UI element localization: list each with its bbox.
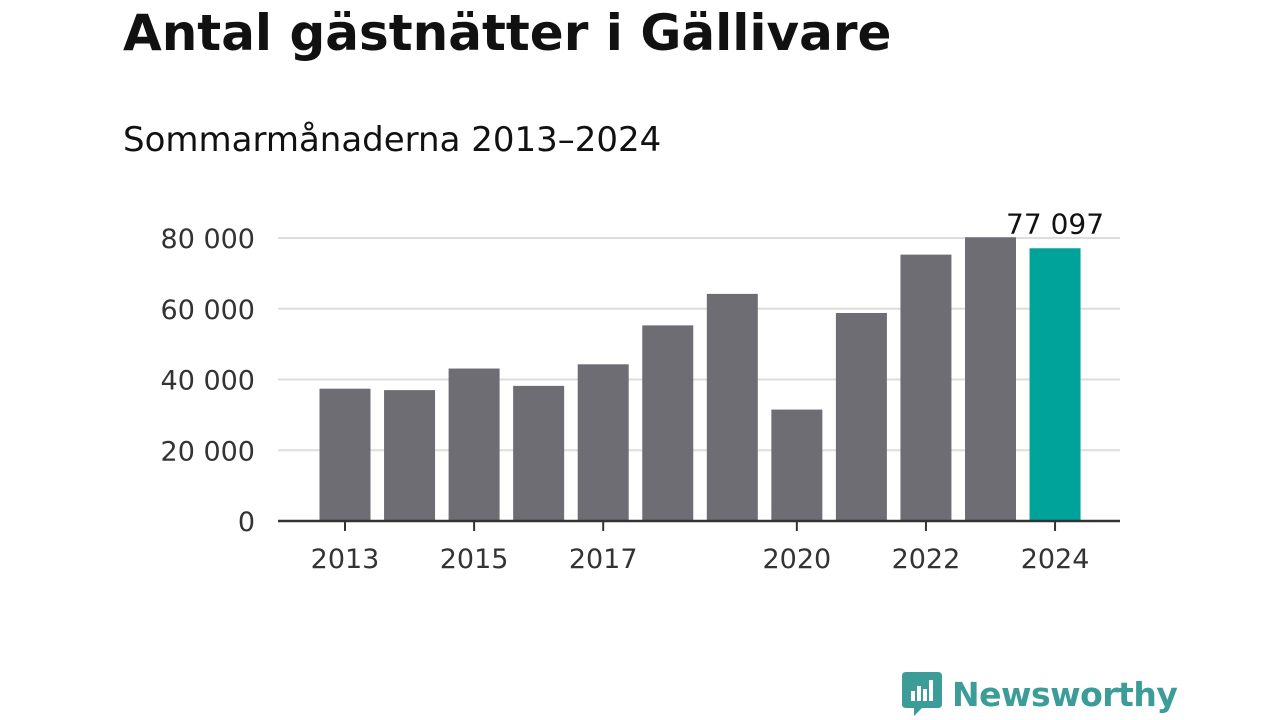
chart-subtitle: Sommarmånaderna 2013–2024 [123, 120, 662, 160]
y-tick-label: 80 000 [161, 224, 255, 255]
x-tick-label: 2015 [440, 544, 509, 575]
x-tick-label: 2024 [1021, 544, 1090, 575]
bar-2013 [319, 388, 371, 521]
y-tick-label: 40 000 [161, 366, 255, 397]
axes [278, 519, 1120, 531]
x-tick-label: 2022 [892, 544, 961, 575]
bar-chart-speech-bubble-icon [902, 672, 942, 716]
y-tick-label: 0 [238, 507, 255, 538]
x-tick-label: 2017 [569, 544, 638, 575]
y-tick-label: 60 000 [161, 295, 255, 326]
bars [319, 237, 1081, 522]
bar-2017 [577, 364, 629, 521]
page-title: Antal gästnätter i Gällivare [123, 4, 892, 62]
newsworthy-logo: Newsworthy [902, 672, 1178, 716]
bar-2024 [1029, 248, 1081, 522]
x-tick-label: 2020 [762, 544, 831, 575]
bar-2020 [771, 409, 823, 521]
bar-2018 [642, 325, 694, 521]
bar-2015 [448, 368, 500, 521]
bar-2014 [384, 390, 436, 521]
bar-2019 [706, 293, 758, 521]
bar-2016 [513, 385, 565, 521]
bar-2022 [900, 254, 952, 521]
x-tick-label: 2013 [311, 544, 380, 575]
brand-name: Newsworthy [952, 674, 1178, 714]
bar-2023 [965, 237, 1016, 522]
labels: 0 20 000 40 000 60 000 80 000 2013 2015 2017 202… [161, 207, 1105, 575]
bar-2021 [835, 312, 887, 521]
y-tick-label: 20 000 [161, 436, 255, 467]
data-label: 77 097 [1006, 207, 1104, 240]
